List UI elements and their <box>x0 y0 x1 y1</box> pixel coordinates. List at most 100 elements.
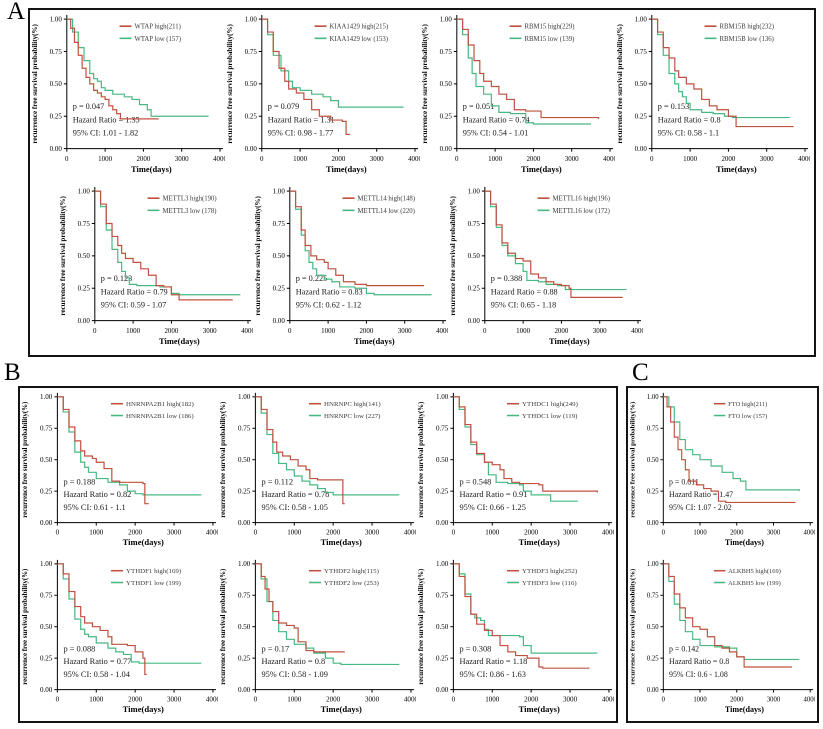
y-tick-label: 0.75 <box>40 592 53 600</box>
x-tick-label: 3000 <box>167 528 182 536</box>
p-value: p = 0.112 <box>261 477 293 486</box>
x-axis-title: Time(days) <box>725 538 764 547</box>
p-value: p = 0.088 <box>63 644 95 653</box>
hazard-ratio: Hazard Ratio = 1.18 <box>459 657 527 666</box>
y-tick-label: 1.00 <box>647 394 659 401</box>
x-tick-label: 1000 <box>485 528 500 536</box>
confidence-interval: 95% CI: 0.58 - 1.09 <box>261 670 327 679</box>
hazard-ratio: Hazard Ratio = 1.47 <box>669 490 733 499</box>
x-tick-label: 2000 <box>164 327 178 335</box>
y-tick-label: 0.25 <box>273 285 286 293</box>
y-tick-label: 0.25 <box>468 285 481 293</box>
legend-label-high: YTHDF1 high(169) <box>126 568 181 575</box>
y-axis-title: recurrence free survival probability(%) <box>219 401 227 518</box>
y-tick-label: 0.75 <box>273 220 286 228</box>
confidence-interval: 95% CI: 0.54 - 1.01 <box>463 128 528 137</box>
x-tick-label: 1000 <box>89 528 104 536</box>
y-axis-title: recurrence free survival probability(%) <box>21 568 29 685</box>
panel-label-B: B <box>4 359 21 386</box>
km-plot-METTL14: 1.00 0.75 0.50 0.25 0.000 1000 2000 3000 4000 rec… <box>254 187 448 346</box>
x-tick-label: 3000 <box>365 695 380 703</box>
confidence-interval: 95% CI: 0.62 - 1.12 <box>296 300 361 309</box>
p-value: p = 0.225 <box>296 274 327 283</box>
x-tick-label: 2000 <box>128 528 143 536</box>
x-tick-label: 4000 <box>408 155 420 163</box>
y-tick-label: 0.00 <box>238 686 251 694</box>
p-value: p = 0.051 <box>463 102 494 111</box>
km-plot-HNRNPC: 1.00 0.75 0.50 0.25 0.000 1000 2000 3000 4000 rec… <box>219 392 416 547</box>
x-tick-label: 4000 <box>206 528 218 536</box>
km-plot-YTHDF2: 1.00 0.75 0.50 0.25 0.000 1000 2000 3000 4000 rec… <box>219 559 416 714</box>
legend-label-low: ALKBH5 low (199) <box>728 580 781 587</box>
x-tick-label: 0 <box>65 155 69 163</box>
x-axis-title: Time(days) <box>159 336 200 346</box>
legend-label-high: WTAP high(211) <box>134 24 180 31</box>
y-tick-label: 0.50 <box>78 252 91 260</box>
y-tick-label: 0.25 <box>40 654 53 662</box>
km-curve-low <box>255 563 400 666</box>
km-curve-low <box>57 563 202 664</box>
km-curve-high <box>261 18 350 135</box>
y-tick-label: 0.00 <box>647 520 659 527</box>
y-tick-label: 1.00 <box>436 560 449 568</box>
y-tick-label: 0.50 <box>50 80 63 88</box>
confidence-interval: 95% CI: 1.01 - 1.82 <box>73 128 138 137</box>
km-curve-low <box>453 563 598 654</box>
x-tick-label: 0 <box>483 327 487 335</box>
legend-label-high: KIAA1429 high(215) <box>329 24 388 31</box>
legend-label-high: METTL16 high(196) <box>552 196 610 203</box>
hazard-ratio: Hazard Ratio = 1.31 <box>268 115 335 124</box>
y-tick-label: 0.50 <box>273 252 286 260</box>
x-tick-label: 1000 <box>287 695 302 703</box>
y-tick-label: 0.75 <box>468 220 481 228</box>
x-tick-label: 0 <box>662 529 666 536</box>
x-axis-title: Time(days) <box>519 537 560 547</box>
hazard-ratio: Hazard Ratio = 0.83 <box>296 287 363 296</box>
x-tick-label: 0 <box>662 696 666 703</box>
x-tick-label: 3000 <box>370 155 384 163</box>
y-tick-label: 0.25 <box>635 113 648 121</box>
x-axis-title: Time(days) <box>321 704 362 714</box>
hazard-ratio: Hazard Ratio = 0.91 <box>459 490 527 499</box>
x-tick-label: 0 <box>288 327 292 335</box>
x-tick-label: 0 <box>93 327 97 335</box>
x-axis-title: Time(days) <box>123 537 164 547</box>
y-tick-label: 0.00 <box>78 317 91 325</box>
km-plot-METTL16: 1.00 0.75 0.50 0.25 0.000 1000 2000 3000 4000 rec… <box>449 187 643 346</box>
y-tick-label: 1.00 <box>40 393 53 401</box>
y-tick-label: 0.25 <box>50 113 63 121</box>
p-value: p = 0.388 <box>491 274 522 283</box>
legend-label-high: ALKBH5 high(169) <box>728 568 781 575</box>
x-tick-label: 4000 <box>602 528 614 536</box>
hazard-ratio: Hazard Ratio = 0.77 <box>63 657 131 666</box>
x-tick-label: 4000 <box>804 529 815 536</box>
x-tick-label: 2000 <box>721 155 735 163</box>
x-axis-title: Time(days) <box>123 704 164 714</box>
y-tick-label: 1.00 <box>436 393 449 401</box>
y-tick-label: 1.00 <box>635 15 648 23</box>
x-tick-label: 0 <box>452 695 456 703</box>
x-tick-label: 2000 <box>524 528 539 536</box>
y-tick-label: 1.00 <box>273 187 286 195</box>
legend-label-high: HNRNPC high(141) <box>324 401 381 408</box>
legend-label-low: METTL16 low (172) <box>552 208 609 215</box>
km-plot-RBM15B: 1.00 0.75 0.50 0.25 0.000 1000 2000 3000 4000 rec… <box>616 15 810 174</box>
x-tick-label: 4000 <box>602 695 614 703</box>
x-tick-label: 1000 <box>683 155 697 163</box>
x-tick-label: 1000 <box>488 155 502 163</box>
legend-label-high: YTHDC1 high(249) <box>522 401 578 408</box>
y-axis-title: recurrence free survival probability(%) <box>630 569 637 685</box>
p-value: p = 0.079 <box>268 102 299 111</box>
x-tick-label: 1000 <box>321 327 335 335</box>
y-axis-title: recurrence free survival probability(%) <box>421 23 429 143</box>
y-tick-label: 0.00 <box>50 145 63 153</box>
km-plot-METTL3: 1.00 0.75 0.50 0.25 0.000 1000 2000 3000 4000 rec… <box>59 187 253 346</box>
confidence-interval: 95% CI: 0.65 - 1.18 <box>491 300 556 309</box>
x-tick-label: 2000 <box>331 155 345 163</box>
x-tick-label: 0 <box>56 528 60 536</box>
x-tick-label: 1000 <box>98 155 112 163</box>
hazard-ratio: Hazard Ratio = 0.82 <box>63 490 131 499</box>
x-tick-label: 1000 <box>293 155 307 163</box>
x-tick-label: 3000 <box>167 695 182 703</box>
km-curve-low <box>255 396 400 496</box>
